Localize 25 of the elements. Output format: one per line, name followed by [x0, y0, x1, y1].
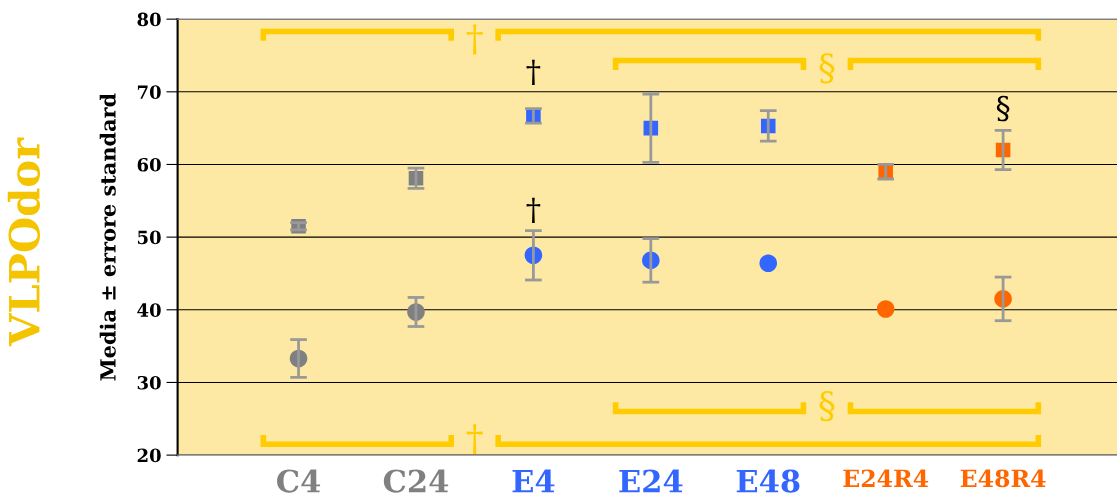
y-tick-label: 70 — [137, 85, 161, 99]
y-tick-label: 20 — [137, 448, 161, 463]
y-tick-label: 50 — [137, 230, 161, 245]
y-axis-title: Media ± errore standard — [99, 93, 116, 381]
y-tick-label: 80 — [137, 12, 161, 27]
y-tick-label: 40 — [137, 303, 161, 317]
annotation: † — [526, 197, 541, 224]
annotation: † — [466, 24, 483, 55]
annotation: § — [819, 391, 835, 422]
point — [876, 300, 895, 318]
x-tick-label: E24 — [619, 469, 683, 493]
y-tick-label: 60 — [137, 157, 161, 172]
x-tick-label: C4 — [277, 469, 321, 493]
annotation: † — [526, 59, 541, 86]
x-tick-label: E24R4 — [843, 469, 929, 487]
point — [759, 254, 778, 273]
x-tick-label: E48R4 — [960, 469, 1046, 488]
x-tick-label: C24 — [383, 469, 449, 493]
annotation: § — [996, 95, 1010, 122]
annotation: † — [466, 424, 483, 455]
annotation: § — [819, 53, 835, 84]
y-tick-label: 30 — [137, 375, 161, 390]
x-tick-label: E4 — [512, 469, 555, 493]
x-tick-label: E48 — [736, 469, 800, 493]
text: VLPOdor — [7, 137, 41, 347]
